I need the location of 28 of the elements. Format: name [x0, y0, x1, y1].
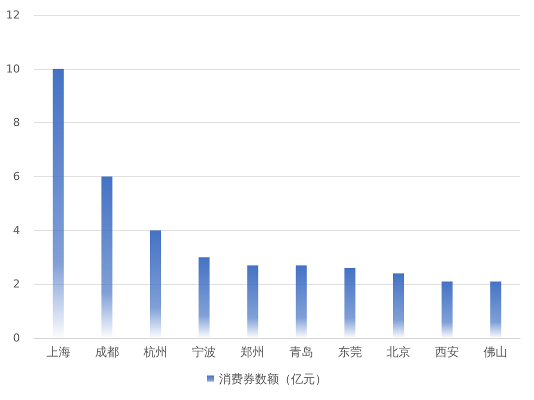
x-tick-label: 郑州 [240, 345, 265, 359]
bar [442, 281, 453, 338]
x-tick-label: 佛山 [484, 345, 508, 359]
y-tick-label: 4 [13, 224, 20, 237]
y-tick-label: 0 [13, 332, 20, 344]
bar [52, 68, 64, 338]
bar [490, 281, 502, 338]
x-tick-label: 北京 [386, 345, 410, 359]
y-tick-label: 2 [13, 278, 20, 291]
bar [296, 265, 307, 338]
bar [198, 257, 210, 338]
x-tick-label: 杭州 [142, 345, 168, 359]
y-tick-label: 12 [6, 8, 20, 22]
x-tick-label: 东莞 [338, 345, 362, 359]
legend-label: 消费券数额（亿元） [219, 372, 327, 386]
x-tick-label: 成都 [94, 345, 119, 359]
y-tick-label: 8 [13, 116, 20, 130]
x-tick-label: 宁波 [192, 345, 216, 359]
y-tick-label: 10 [6, 62, 20, 76]
bar [101, 176, 112, 338]
x-tick-label: 青岛 [289, 345, 314, 359]
x-tick-label: 上海 [46, 345, 70, 359]
x-tick-label: 西安 [435, 345, 460, 359]
bar [344, 268, 356, 338]
bar [150, 230, 161, 338]
y-tick-label: 6 [13, 170, 20, 183]
bar [247, 265, 258, 338]
bar [393, 273, 404, 338]
